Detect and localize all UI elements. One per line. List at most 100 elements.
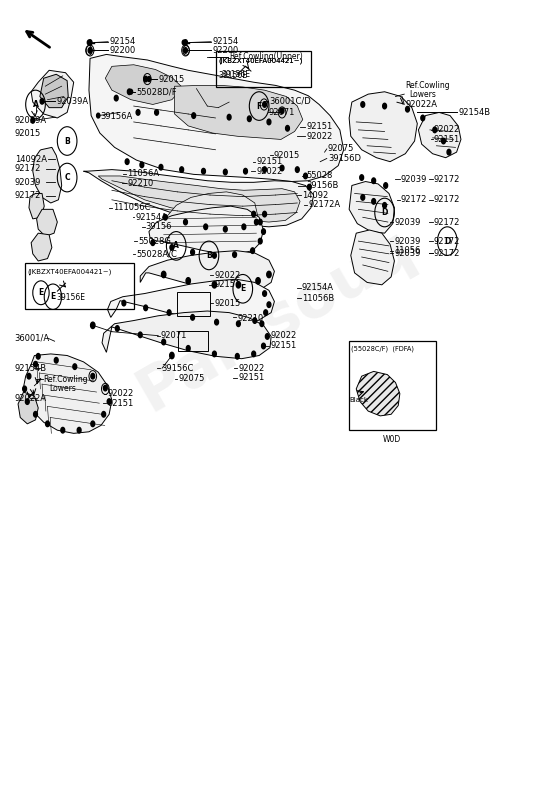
Circle shape <box>107 399 111 404</box>
Text: F: F <box>257 102 262 110</box>
Polygon shape <box>351 230 395 285</box>
Circle shape <box>162 339 166 345</box>
Polygon shape <box>141 250 274 292</box>
Circle shape <box>263 102 267 107</box>
Circle shape <box>213 253 217 258</box>
Circle shape <box>441 138 445 144</box>
Circle shape <box>383 182 387 188</box>
Circle shape <box>186 278 191 284</box>
Text: 92015: 92015 <box>274 151 300 160</box>
Text: 92039: 92039 <box>15 178 41 187</box>
Circle shape <box>266 334 269 339</box>
Text: (JKBZXT40EFA004421~): (JKBZXT40EFA004421~) <box>219 58 303 64</box>
Text: 92039: 92039 <box>395 218 421 226</box>
Circle shape <box>233 252 236 258</box>
Circle shape <box>361 194 365 200</box>
Circle shape <box>267 302 271 307</box>
Text: 92039: 92039 <box>395 237 421 246</box>
Circle shape <box>114 95 118 101</box>
Circle shape <box>34 411 37 417</box>
Text: 39156A: 39156A <box>100 112 132 121</box>
Circle shape <box>161 271 166 278</box>
Circle shape <box>264 310 268 315</box>
Circle shape <box>383 202 386 208</box>
Circle shape <box>247 116 251 122</box>
Text: B: B <box>64 137 70 146</box>
Text: 92172: 92172 <box>434 218 460 226</box>
Circle shape <box>91 421 95 426</box>
Polygon shape <box>105 65 183 105</box>
Circle shape <box>104 386 107 391</box>
Text: 92151: 92151 <box>214 280 241 290</box>
Text: (55028C/F)  (FDFA): (55028C/F) (FDFA) <box>351 346 414 353</box>
Text: 92015: 92015 <box>158 74 185 83</box>
Circle shape <box>251 248 255 254</box>
Polygon shape <box>31 233 52 261</box>
Bar <box>349 342 436 430</box>
Polygon shape <box>98 176 300 222</box>
Text: 92172: 92172 <box>434 174 460 184</box>
Circle shape <box>170 352 174 358</box>
Text: 39156: 39156 <box>145 222 172 231</box>
Circle shape <box>25 399 29 404</box>
Text: 92022A: 92022A <box>406 100 437 109</box>
Text: 111056C: 111056C <box>113 203 150 212</box>
Polygon shape <box>24 354 112 434</box>
Circle shape <box>138 332 142 338</box>
Text: 39156E: 39156E <box>221 70 250 78</box>
Circle shape <box>31 118 35 123</box>
Circle shape <box>267 271 271 278</box>
Text: 39156B: 39156B <box>306 181 339 190</box>
Circle shape <box>23 386 26 392</box>
Circle shape <box>88 48 92 54</box>
Text: 92200: 92200 <box>109 46 136 55</box>
Text: 92151: 92151 <box>306 122 332 131</box>
Circle shape <box>183 48 187 54</box>
Text: 92172: 92172 <box>15 191 41 200</box>
Circle shape <box>421 115 425 121</box>
Text: A: A <box>33 100 39 109</box>
Circle shape <box>147 77 150 82</box>
Polygon shape <box>31 70 74 118</box>
Text: 92172: 92172 <box>434 237 460 246</box>
Text: 92071: 92071 <box>161 331 187 340</box>
Circle shape <box>212 282 217 288</box>
Text: 92151: 92151 <box>239 374 264 382</box>
Polygon shape <box>33 147 62 203</box>
Text: Ref.Cowling(Upper): Ref.Cowling(Upper) <box>229 52 303 62</box>
Circle shape <box>263 211 267 217</box>
Polygon shape <box>356 371 400 416</box>
Circle shape <box>242 224 246 230</box>
Circle shape <box>262 229 266 234</box>
Circle shape <box>180 167 183 172</box>
Text: 55028D/F: 55028D/F <box>137 87 177 96</box>
Circle shape <box>447 150 451 155</box>
Text: Lowers: Lowers <box>409 90 436 98</box>
Circle shape <box>361 102 365 107</box>
Polygon shape <box>175 86 302 139</box>
Text: 39156D: 39156D <box>328 154 361 163</box>
Circle shape <box>223 226 227 232</box>
Circle shape <box>61 427 64 433</box>
Circle shape <box>307 184 311 190</box>
Circle shape <box>295 167 299 172</box>
Text: 92071: 92071 <box>269 108 295 117</box>
Text: 14092: 14092 <box>302 190 328 199</box>
Circle shape <box>115 326 119 331</box>
Circle shape <box>27 374 31 379</box>
Circle shape <box>144 305 148 310</box>
Circle shape <box>191 314 195 320</box>
Circle shape <box>280 108 284 114</box>
Circle shape <box>227 114 231 120</box>
Circle shape <box>73 364 77 370</box>
Circle shape <box>191 250 195 255</box>
Text: 92154A: 92154A <box>302 283 334 293</box>
Circle shape <box>144 76 148 82</box>
Circle shape <box>159 165 163 170</box>
Text: 92151: 92151 <box>256 157 283 166</box>
Circle shape <box>46 421 50 426</box>
Text: Ref.Cowling: Ref.Cowling <box>406 81 450 90</box>
Circle shape <box>125 159 129 165</box>
Text: 92172A: 92172A <box>308 200 341 209</box>
Circle shape <box>383 103 386 109</box>
